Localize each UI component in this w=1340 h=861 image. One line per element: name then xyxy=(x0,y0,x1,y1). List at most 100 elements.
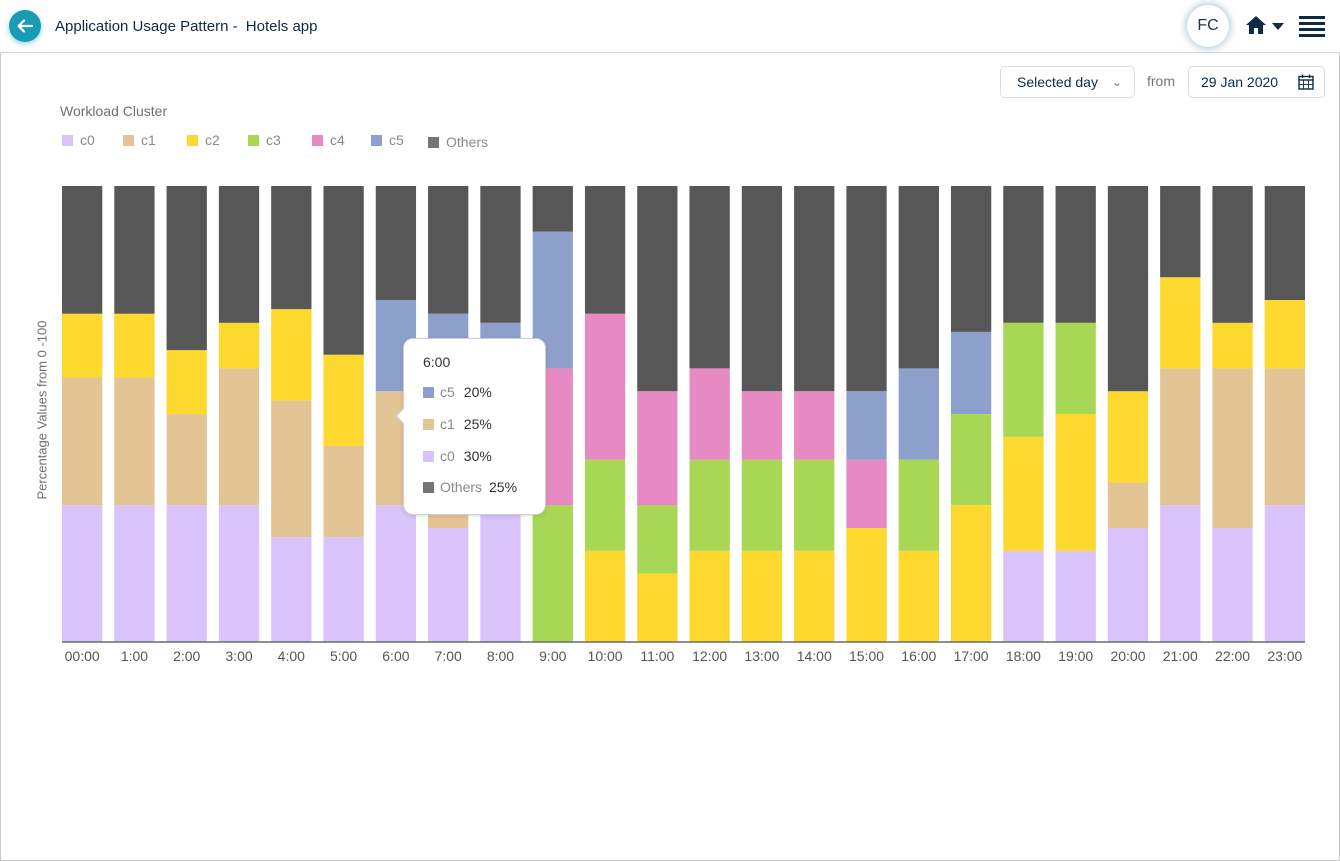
period-select[interactable]: Selected day ⌄ xyxy=(1000,66,1135,98)
bar-segment-others[interactable] xyxy=(637,186,678,392)
bar-segment-c5[interactable] xyxy=(846,391,887,460)
bar-segment-others[interactable] xyxy=(898,186,939,369)
bar-stack-23-00[interactable] xyxy=(1264,186,1305,642)
bar-segment-others[interactable] xyxy=(1055,186,1096,323)
bar-stack-16-00[interactable] xyxy=(898,186,939,642)
bar-segment-c2[interactable] xyxy=(1055,414,1096,551)
bar-segment-c3[interactable] xyxy=(689,459,730,551)
bar-segment-c3[interactable] xyxy=(794,459,835,551)
bar-segment-c2[interactable] xyxy=(271,309,312,401)
bar-segment-c2[interactable] xyxy=(689,550,730,642)
bar-segment-others[interactable] xyxy=(689,186,730,369)
legend-item-others[interactable]: Others xyxy=(428,134,488,150)
bar-segment-others[interactable] xyxy=(428,186,469,314)
bar-segment-c2[interactable] xyxy=(1212,322,1253,369)
bar-segment-c0[interactable] xyxy=(114,505,155,642)
legend-item-c1[interactable]: c1 xyxy=(123,132,156,148)
bar-segment-c2[interactable] xyxy=(323,354,364,446)
bar-segment-others[interactable] xyxy=(62,186,103,314)
bar-segment-others[interactable] xyxy=(480,186,521,323)
bar-segment-c3[interactable] xyxy=(637,505,678,574)
bar-stack-22-00[interactable] xyxy=(1212,186,1253,642)
bar-segment-c2[interactable] xyxy=(794,550,835,642)
bar-segment-others[interactable] xyxy=(323,186,364,355)
bar-stack-2-00[interactable] xyxy=(166,186,207,642)
bar-segment-c0[interactable] xyxy=(166,505,207,642)
bar-segment-c0[interactable] xyxy=(1055,550,1096,642)
bar-stack-15-00[interactable] xyxy=(846,186,887,642)
bar-segment-others[interactable] xyxy=(1107,186,1149,392)
bar-segment-c1[interactable] xyxy=(166,414,207,506)
bar-segment-c0[interactable] xyxy=(428,528,469,642)
bar-segment-c2[interactable] xyxy=(1003,436,1044,551)
bar-segment-c1[interactable] xyxy=(323,445,364,538)
legend-item-c3[interactable]: c3 xyxy=(248,132,281,148)
bar-segment-c3[interactable] xyxy=(741,459,783,551)
bar-segment-others[interactable] xyxy=(794,186,835,392)
bar-segment-c0[interactable] xyxy=(323,537,364,642)
bar-segment-c0[interactable] xyxy=(218,505,260,642)
bar-segment-c2[interactable] xyxy=(1264,300,1305,369)
legend-item-c2[interactable]: c2 xyxy=(187,132,220,148)
bar-segment-c1[interactable] xyxy=(1212,368,1253,528)
bar-segment-c3[interactable] xyxy=(1003,322,1044,437)
legend-item-c4[interactable]: c4 xyxy=(312,132,345,148)
bar-stack-5-00[interactable] xyxy=(323,186,364,642)
bar-segment-c0[interactable] xyxy=(1003,550,1044,642)
bar-segment-c2[interactable] xyxy=(218,322,260,369)
date-picker-field[interactable]: 29 Jan 2020 xyxy=(1188,66,1325,98)
bar-segment-c4[interactable] xyxy=(741,391,783,460)
calendar-icon[interactable] xyxy=(1298,74,1314,90)
bar-stack-12-00[interactable] xyxy=(689,186,730,642)
bar-segment-c2[interactable] xyxy=(166,350,207,414)
bar-segment-c2[interactable] xyxy=(584,550,626,642)
bar-segment-c5[interactable] xyxy=(950,331,992,414)
bar-stack-1-00[interactable] xyxy=(114,186,155,642)
legend-item-c5[interactable]: c5 xyxy=(371,132,404,148)
bar-stack-14-00[interactable] xyxy=(794,186,835,642)
bar-stack-13-00[interactable] xyxy=(741,186,783,642)
bar-stack-11-00[interactable] xyxy=(637,186,678,642)
bar-segment-c0[interactable] xyxy=(375,505,417,642)
bar-segment-c0[interactable] xyxy=(62,505,103,642)
bar-segment-others[interactable] xyxy=(114,186,155,314)
bar-segment-others[interactable] xyxy=(584,186,626,314)
bar-stack-3-00[interactable] xyxy=(218,186,260,642)
bar-stack-00-00[interactable] xyxy=(62,186,103,642)
legend-item-c0[interactable]: c0 xyxy=(62,132,95,148)
bar-segment-c4[interactable] xyxy=(689,368,730,460)
bar-segment-c4[interactable] xyxy=(794,391,835,460)
bar-stack-20-00[interactable] xyxy=(1107,186,1149,642)
bar-segment-c3[interactable] xyxy=(584,459,626,551)
bar-segment-others[interactable] xyxy=(1212,186,1253,323)
back-button[interactable] xyxy=(9,10,41,42)
bar-segment-c4[interactable] xyxy=(584,313,626,460)
bar-segment-c0[interactable] xyxy=(271,537,312,642)
bar-segment-c1[interactable] xyxy=(114,377,155,506)
bar-segment-c5[interactable] xyxy=(898,368,939,460)
bar-segment-c3[interactable] xyxy=(532,505,573,642)
bar-segment-c3[interactable] xyxy=(950,414,992,506)
bar-segment-c2[interactable] xyxy=(898,550,939,642)
bar-segment-c2[interactable] xyxy=(114,313,155,378)
bar-segment-c2[interactable] xyxy=(741,550,783,642)
bar-segment-c2[interactable] xyxy=(846,528,887,642)
bar-segment-others[interactable] xyxy=(532,186,573,232)
bar-segment-others[interactable] xyxy=(375,186,417,300)
bar-segment-c1[interactable] xyxy=(62,377,103,506)
bar-stack-17-00[interactable] xyxy=(950,186,992,642)
bar-segment-c1[interactable] xyxy=(1264,368,1305,506)
bar-segment-others[interactable] xyxy=(950,186,992,332)
bar-segment-others[interactable] xyxy=(218,186,260,323)
bar-segment-c3[interactable] xyxy=(898,459,939,551)
bar-stack-21-00[interactable] xyxy=(1160,186,1201,642)
bar-segment-c3[interactable] xyxy=(1055,322,1096,414)
hamburger-menu-button[interactable] xyxy=(1299,16,1325,37)
bar-segment-c2[interactable] xyxy=(637,573,678,642)
bar-segment-c4[interactable] xyxy=(846,459,887,528)
bar-segment-others[interactable] xyxy=(271,186,312,310)
bar-segment-c1[interactable] xyxy=(1160,368,1201,506)
user-avatar[interactable]: FC xyxy=(1187,5,1229,47)
bar-stack-4-00[interactable] xyxy=(271,186,312,642)
bar-segment-c1[interactable] xyxy=(1107,482,1149,528)
